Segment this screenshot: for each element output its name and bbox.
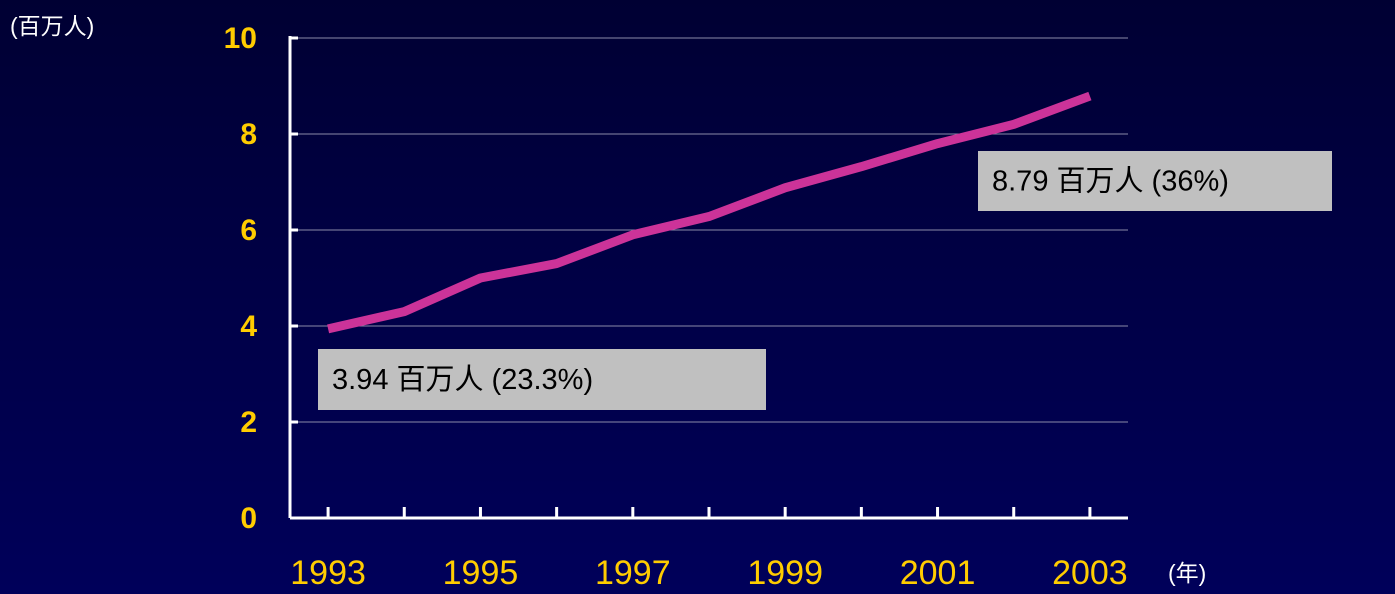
x-axis-label: (年) <box>1168 560 1206 586</box>
y-tick-label: 0 <box>240 502 257 535</box>
x-tick-label: 2003 <box>1052 554 1128 592</box>
y-tick-label: 6 <box>240 214 257 247</box>
line-series <box>327 91 1092 334</box>
annotation-box <box>978 151 1332 211</box>
y-tick-label: 10 <box>224 22 257 55</box>
y-tick-label: 2 <box>240 406 257 439</box>
x-tick-label: 1999 <box>747 554 823 592</box>
y-axis-label: (百万人) <box>10 13 94 39</box>
x-tick-label: 2001 <box>900 554 976 592</box>
x-tick-label: 1997 <box>595 554 671 592</box>
annotation: 8.79 百万人 (36%) <box>992 166 1229 198</box>
y-tick-label: 8 <box>240 118 257 151</box>
annotation: 3.94 百万人 (23.3%) <box>332 364 593 396</box>
y-tick-label: 4 <box>240 310 257 343</box>
x-tick-label: 1995 <box>443 554 519 592</box>
x-tick-label: 1993 <box>290 554 366 592</box>
annotation-box <box>318 349 766 410</box>
